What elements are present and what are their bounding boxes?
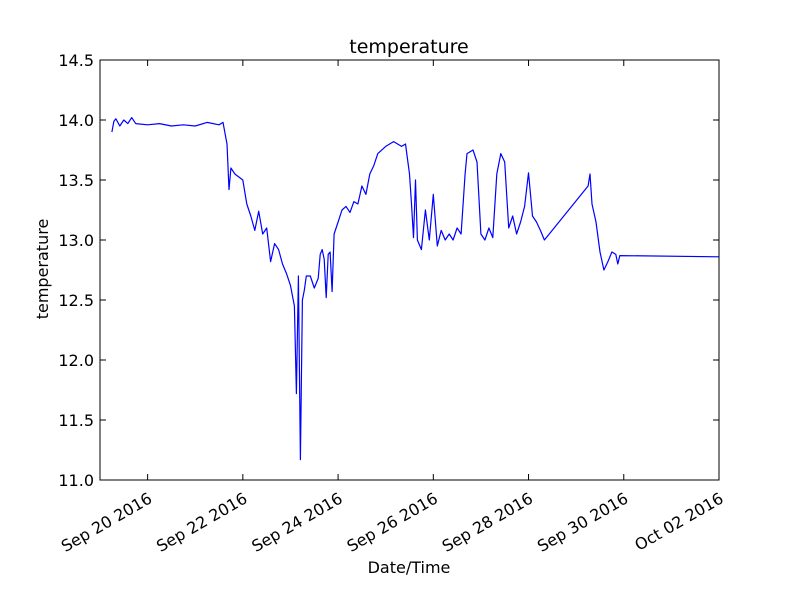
series-line-temperature xyxy=(111,116,720,461)
x-axis-label: Date/Time xyxy=(368,558,451,577)
y-tick-label: 12.0 xyxy=(58,351,94,370)
y-tick-label: 14.0 xyxy=(58,111,94,130)
chart-title: temperature xyxy=(349,36,468,58)
y-axis-label: temperature xyxy=(33,219,52,320)
y-tick-label: 14.5 xyxy=(58,51,94,70)
axes-frame xyxy=(99,59,720,481)
y-tick-label: 11.5 xyxy=(58,411,94,430)
y-tick-label: 13.5 xyxy=(58,171,94,190)
y-tick-label: 12.5 xyxy=(58,291,94,310)
y-tick-label: 11.0 xyxy=(58,471,94,490)
y-tick-label: 13.0 xyxy=(58,231,94,250)
